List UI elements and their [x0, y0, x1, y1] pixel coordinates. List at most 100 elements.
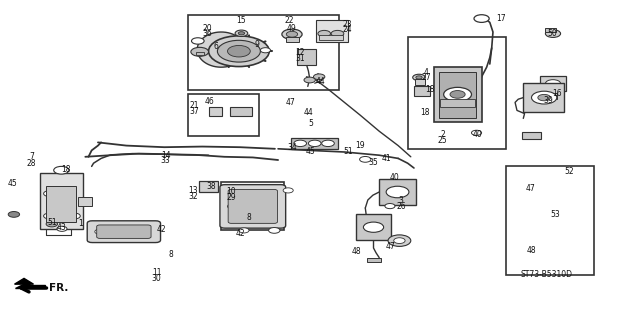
Text: 2: 2 [440, 130, 445, 139]
Bar [356, 214, 391, 240]
Polygon shape [197, 32, 245, 67]
Circle shape [538, 94, 550, 101]
Circle shape [413, 74, 425, 81]
Bar [440, 99, 475, 107]
Text: 28: 28 [27, 159, 37, 168]
Text: 44: 44 [315, 77, 325, 86]
Text: 36: 36 [202, 29, 212, 38]
Text: 30: 30 [152, 274, 162, 283]
Circle shape [308, 140, 321, 147]
Text: 32: 32 [188, 192, 198, 201]
Text: 39: 39 [543, 96, 553, 105]
Circle shape [545, 30, 561, 37]
Text: 38: 38 [206, 182, 216, 191]
Text: 47: 47 [285, 98, 295, 107]
Text: 47: 47 [386, 242, 396, 251]
Text: 49: 49 [287, 24, 297, 33]
Bar [522, 132, 541, 139]
Text: 15: 15 [236, 16, 246, 25]
Text: 51: 51 [343, 147, 353, 156]
Text: 47: 47 [526, 184, 536, 193]
Circle shape [363, 222, 384, 232]
Circle shape [416, 76, 422, 79]
Text: 24: 24 [343, 25, 353, 34]
Circle shape [217, 40, 260, 62]
Circle shape [8, 212, 20, 217]
Text: 23: 23 [343, 20, 353, 28]
Text: 40: 40 [473, 130, 483, 139]
Circle shape [471, 130, 482, 135]
Circle shape [210, 109, 221, 114]
Text: 40: 40 [389, 173, 399, 182]
Circle shape [385, 204, 395, 209]
Text: 37: 37 [189, 107, 199, 116]
Circle shape [228, 45, 250, 57]
Bar [545, 28, 556, 32]
FancyBboxPatch shape [228, 189, 277, 223]
Text: 31: 31 [295, 54, 305, 63]
Bar [40, 173, 83, 229]
Circle shape [527, 133, 536, 138]
Circle shape [545, 80, 561, 87]
Circle shape [394, 238, 405, 244]
Text: 35: 35 [368, 158, 378, 167]
Bar [286, 37, 299, 42]
Circle shape [54, 166, 69, 174]
Circle shape [228, 204, 238, 209]
Bar [541, 93, 557, 99]
Text: 7: 7 [29, 152, 34, 161]
Text: 18: 18 [425, 85, 435, 94]
Text: 33: 33 [161, 156, 171, 165]
Circle shape [444, 87, 471, 101]
Circle shape [532, 91, 557, 104]
Circle shape [209, 36, 269, 67]
Circle shape [322, 140, 334, 147]
Text: 20: 20 [202, 24, 212, 33]
Text: 44: 44 [303, 108, 313, 117]
Polygon shape [15, 278, 33, 284]
Text: 18: 18 [420, 108, 430, 116]
Bar [319, 35, 343, 40]
Circle shape [95, 229, 105, 234]
Bar [46, 186, 76, 222]
Bar [209, 107, 222, 116]
Text: 52: 52 [564, 167, 574, 176]
Circle shape [450, 91, 465, 98]
Text: 48: 48 [351, 247, 362, 256]
Circle shape [46, 221, 58, 227]
Circle shape [57, 226, 67, 231]
Text: 51: 51 [47, 218, 57, 227]
Circle shape [235, 30, 248, 36]
Circle shape [283, 188, 293, 193]
Circle shape [44, 213, 55, 219]
Circle shape [260, 48, 270, 53]
Text: ST73-B5310D: ST73-B5310D [520, 270, 572, 279]
Bar [414, 86, 430, 96]
Text: 11: 11 [152, 268, 162, 277]
Circle shape [238, 32, 245, 35]
Text: 8: 8 [169, 250, 174, 259]
Text: 6: 6 [213, 42, 218, 51]
Bar [415, 79, 425, 85]
Text: 16: 16 [552, 89, 562, 98]
Circle shape [416, 89, 427, 94]
Polygon shape [15, 282, 45, 288]
Text: 8: 8 [246, 213, 252, 222]
Bar [408, 37, 506, 149]
Text: 3: 3 [399, 196, 404, 205]
Text: 22: 22 [284, 16, 294, 25]
Text: 14: 14 [161, 151, 171, 160]
Circle shape [360, 156, 371, 162]
Text: 5: 5 [308, 119, 313, 128]
Circle shape [331, 30, 344, 37]
Circle shape [239, 228, 249, 233]
Text: 42: 42 [156, 225, 166, 234]
Circle shape [191, 47, 209, 56]
Text: 50: 50 [547, 29, 557, 38]
Circle shape [313, 74, 325, 80]
Circle shape [44, 191, 55, 196]
Text: 12: 12 [295, 48, 305, 57]
Text: 53: 53 [550, 210, 560, 219]
Circle shape [69, 213, 80, 219]
Bar [506, 166, 594, 275]
